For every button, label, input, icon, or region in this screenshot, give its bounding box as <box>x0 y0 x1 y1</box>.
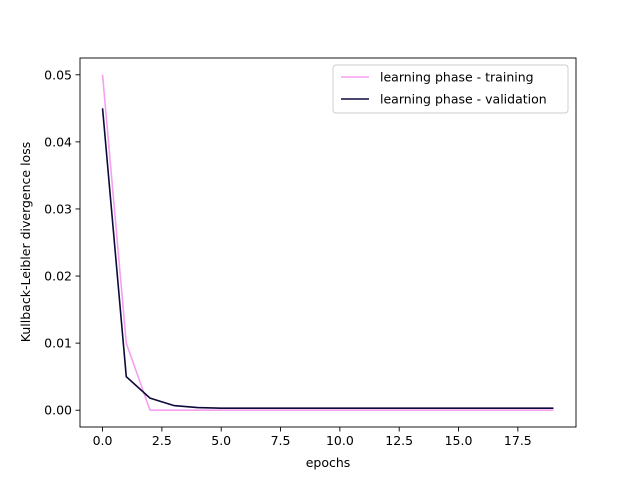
x-tick-label: 5.0 <box>211 433 231 448</box>
legend: learning phase - training learning phase … <box>332 64 569 114</box>
legend-label-1: learning phase - training <box>380 70 534 85</box>
y-tick-label: 0.02 <box>44 269 72 284</box>
y-axis: 0.00 0.01 0.02 0.03 0.04 0.05 <box>44 67 80 418</box>
x-tick-label: 17.5 <box>504 433 532 448</box>
series-line-1 <box>101 74 554 412</box>
x-tick-label: 15.0 <box>445 433 473 448</box>
y-tick-label: 0.05 <box>44 67 72 82</box>
x-axis-label: epochs <box>306 455 351 470</box>
x-tick-label: 7.5 <box>271 433 291 448</box>
x-axis: 0.0 2.5 5.0 7.5 10.0 12.5 15.0 17.5 <box>93 427 532 448</box>
y-tick-label: 0.01 <box>44 336 72 351</box>
y-tick-label: 0.04 <box>44 134 72 149</box>
legend-box <box>332 64 569 114</box>
axes-frame <box>79 57 577 428</box>
plot-area <box>79 57 577 428</box>
y-axis-label: Kullback-Leibler divergence loss <box>18 142 33 342</box>
y-tick-label: 0.00 <box>44 403 72 418</box>
series-line-2 <box>101 108 554 410</box>
x-tick-label: 2.5 <box>152 433 172 448</box>
x-tick-label: 10.0 <box>326 433 354 448</box>
x-tick-label: 0.0 <box>93 433 113 448</box>
x-tick-label: 12.5 <box>385 433 413 448</box>
legend-label-2: learning phase - validation <box>380 92 547 107</box>
y-tick-label: 0.03 <box>44 201 72 216</box>
